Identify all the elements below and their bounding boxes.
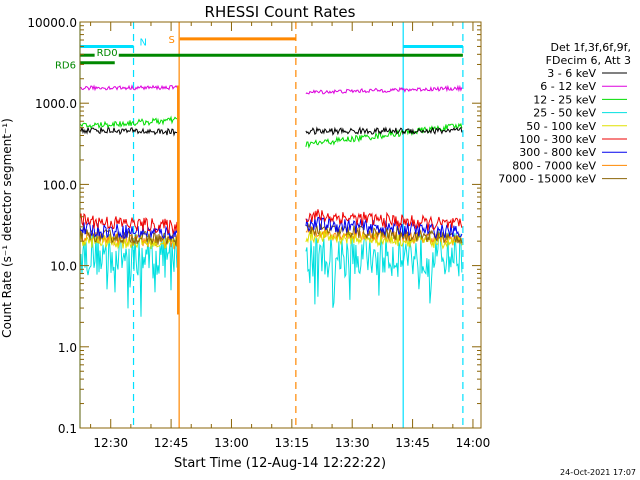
series-3-6-kev-line	[79, 127, 178, 137]
tick-labels: 12:30 12:45 13:00 13:15 13:30 13:45 14:00 0.1 1.…	[27, 16, 490, 450]
legend-label: 50 - 100 keV	[526, 120, 596, 133]
legend-header-line-1: Det 1f,3f,6f,9f,	[550, 41, 631, 54]
series-50-100-kev-line	[79, 234, 178, 250]
series-7000-15000-kev-line	[305, 222, 463, 244]
chart-title: RHESSI Count Rates	[205, 3, 356, 21]
state-label-n: N	[140, 37, 147, 48]
plot-frame	[79, 21, 482, 429]
count-rate-series	[79, 84, 463, 317]
series-300-800-kev-line	[79, 221, 178, 240]
y-tick-label: 10.0	[50, 260, 77, 274]
legend-label: 6 - 12 keV	[540, 80, 596, 93]
legend-label: 25 - 50 keV	[533, 107, 596, 120]
y-tick-label: 10000.0	[27, 16, 77, 30]
series-25-50-kev-line	[305, 231, 463, 308]
y-tick-label: 1000.0	[35, 97, 77, 111]
x-tick-label: 13:30	[335, 436, 370, 450]
x-tick-label: 13:00	[214, 436, 249, 450]
series-100-300-kev-line	[305, 209, 463, 231]
x-tick-label: 12:30	[93, 436, 128, 450]
series-6-12-kev-line	[79, 84, 178, 92]
legend-label: 3 - 6 keV	[547, 67, 596, 80]
x-tick-label: 14:00	[456, 436, 491, 450]
series-12-25-kev-line	[305, 122, 463, 149]
legend-label: 12 - 25 keV	[533, 93, 596, 106]
series-50-100-kev-line	[305, 228, 463, 250]
series-300-800-kev-line	[305, 216, 463, 239]
y-tick-label: 0.1	[58, 422, 77, 436]
y-tick-label: 100.0	[43, 178, 77, 192]
legend-label: 300 - 800 keV	[519, 146, 596, 159]
y-axis-label: Count Rate (s⁻¹ detector segment⁻¹)	[0, 118, 14, 338]
state-label-s: S	[168, 35, 174, 46]
x-tick-label: 13:15	[275, 436, 310, 450]
series-12-25-kev-line	[79, 115, 178, 130]
state-bars: N S RD0 RD6	[55, 35, 463, 72]
legend-label: 800 - 7000 keV	[512, 159, 596, 172]
series-6-12-kev-line	[305, 84, 463, 95]
x-axis-label: Start Time (12-Aug-14 12:22:22)	[174, 456, 386, 471]
legend-header-line-2: FDecim 6, Att 3	[546, 54, 631, 67]
plot-timestamp: 24-Oct-2021 17:07	[560, 468, 636, 477]
x-tick-label: 12:45	[154, 436, 189, 450]
series-3-6-kev-line	[305, 126, 463, 136]
legend-label: 7000 - 15000 keV	[498, 173, 596, 186]
y-tick-label: 1.0	[58, 341, 77, 355]
series-7000-15000-kev-line	[79, 227, 178, 246]
x-tick-label: 13:45	[395, 436, 430, 450]
series-100-300-kev-line	[79, 212, 178, 236]
axes	[79, 21, 482, 429]
state-label-rd0: RD0	[97, 48, 118, 59]
legend-label: 100 - 300 keV	[519, 133, 596, 146]
legend: Det 1f,3f,6f,9f, FDecim 6, Att 3 3 - 6 k…	[498, 41, 631, 186]
state-label-rd6: RD6	[55, 61, 76, 72]
